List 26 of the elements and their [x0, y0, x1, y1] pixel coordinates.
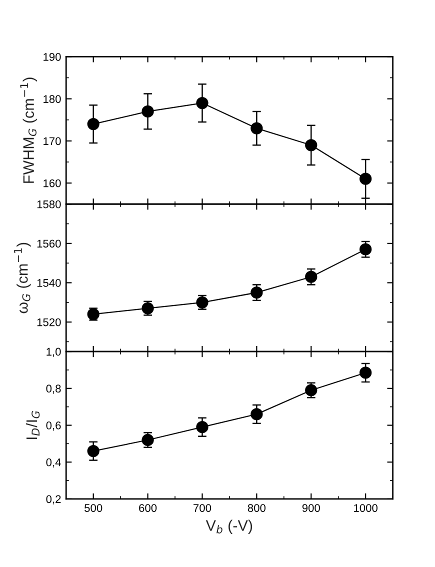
y-tick-label: 1540: [37, 279, 61, 287]
y-tick-label: 0,6: [46, 422, 61, 431]
y-tick-label: 0,2: [46, 495, 61, 504]
x-tick-label: 800: [248, 504, 266, 512]
y-tick-label: 1580: [37, 200, 61, 208]
x-tick-label: 1000: [354, 504, 378, 512]
y-tick-label: 1520: [37, 318, 61, 326]
x-axis-title: V$_{b}$ (-V): [206, 520, 252, 534]
y-tick-label: 160: [44, 179, 61, 188]
y-tick-label: 0,4: [46, 458, 61, 468]
y-axis-title: ω$_{G}$ (cm$^{−1}$): [14, 242, 31, 314]
x-tick-label: 700: [194, 504, 212, 512]
y-tick-label: 0,8: [46, 384, 61, 394]
x-tick-label: 600: [139, 504, 157, 512]
y-axis-title: FWHM$_{G}$ (cm$^{−1}$): [20, 78, 38, 183]
point: [360, 366, 372, 379]
point: [360, 243, 372, 256]
y-axis-title: I$_{D}$/I$_{G}$: [26, 411, 40, 440]
y-tick-label: 190: [44, 52, 61, 61]
y-tick-label: 180: [44, 95, 61, 103]
x-tick-label: 500: [84, 504, 102, 512]
y-tick-label: 170: [44, 137, 61, 146]
y-tick-label: 1560: [37, 240, 61, 248]
y-tick-label: 1,0: [46, 348, 61, 357]
point: [360, 172, 372, 185]
x-tick-label: 900: [302, 504, 320, 512]
